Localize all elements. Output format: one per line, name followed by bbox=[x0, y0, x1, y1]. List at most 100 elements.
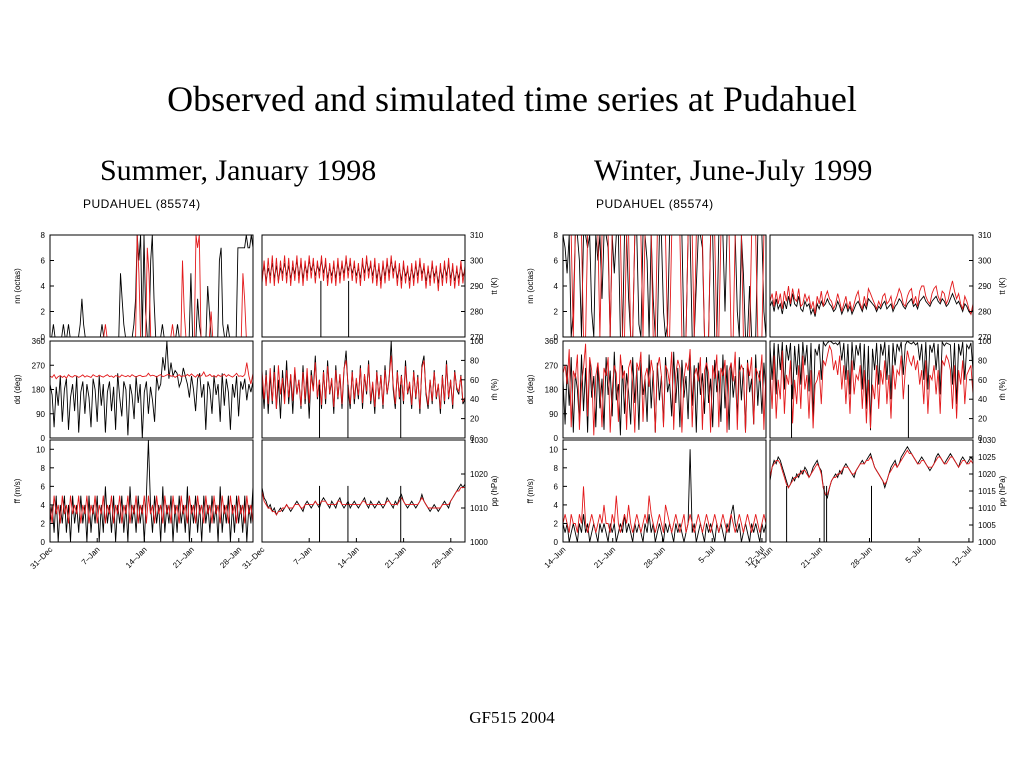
y-tick-label: 300 bbox=[978, 257, 992, 266]
observed-series-line bbox=[770, 292, 973, 317]
y-tick-label: 100 bbox=[978, 337, 992, 346]
y-axis-label: nn (octas) bbox=[13, 268, 22, 304]
x-tick-label: 21–Jan bbox=[383, 545, 408, 570]
x-tick-label: 28–Jun bbox=[642, 545, 667, 570]
panel-winter-rh: 0 20 40 60 80 100 rh (%) bbox=[769, 337, 1007, 443]
y-tick-label: 40 bbox=[470, 395, 479, 404]
y-tick-label: 0 bbox=[41, 333, 46, 342]
y-tick-label: 310 bbox=[470, 231, 484, 240]
y-tick-label: 0 bbox=[554, 538, 559, 547]
simulated-series-line bbox=[262, 355, 465, 409]
y-tick-label: 6 bbox=[554, 482, 559, 491]
y-tick-label: 2 bbox=[41, 519, 46, 528]
panel-frame bbox=[261, 234, 466, 338]
y-tick-label: 2 bbox=[41, 308, 46, 317]
y-tick-label: 1015 bbox=[978, 487, 996, 496]
y-tick-label: 360 bbox=[545, 337, 559, 346]
panel-frame bbox=[49, 439, 254, 543]
summer-station-label: PUDAHUEL (85574) bbox=[83, 197, 201, 211]
y-tick-label: 180 bbox=[32, 386, 46, 395]
panel-summer-nn: 0 2 4 6 8 nn (octas) bbox=[13, 231, 254, 342]
y-tick-label: 180 bbox=[545, 386, 559, 395]
y-tick-label: 6 bbox=[41, 257, 46, 266]
page-title: Observed and simulated time series at Pu… bbox=[167, 79, 857, 119]
y-tick-label: 1020 bbox=[470, 470, 488, 479]
summer-subtitle: Summer, January 1998 bbox=[100, 154, 377, 187]
x-tick-label: 14–Jan bbox=[336, 545, 361, 570]
x-tick-label: 5–Jul bbox=[697, 545, 717, 565]
y-tick-label: 90 bbox=[549, 410, 558, 419]
y-tick-label: 4 bbox=[41, 501, 46, 510]
panel-summer-pp: 1000 1010 1020 1030 pp (hPa) bbox=[261, 436, 499, 547]
x-tick-label: 7–Jan bbox=[292, 545, 314, 567]
observed-series-line bbox=[50, 235, 253, 337]
x-tick-label: 7–Jan bbox=[80, 545, 102, 567]
y-tick-label: 10 bbox=[549, 445, 558, 454]
y-axis-label: dd (deg) bbox=[13, 374, 22, 404]
y-tick-label: 1005 bbox=[978, 521, 996, 530]
panel-frame bbox=[49, 340, 254, 439]
y-tick-label: 1020 bbox=[978, 470, 996, 479]
y-axis-label: dd (deg) bbox=[526, 374, 535, 404]
y-tick-label: 270 bbox=[32, 361, 46, 370]
y-tick-label: 1030 bbox=[470, 436, 488, 445]
y-tick-label: 4 bbox=[554, 501, 559, 510]
x-tick-label: 21–Jun bbox=[799, 545, 824, 570]
y-tick-label: 280 bbox=[470, 308, 484, 317]
y-tick-label: 270 bbox=[978, 333, 992, 342]
y-tick-label: 4 bbox=[554, 282, 559, 291]
y-tick-label: 60 bbox=[978, 376, 987, 385]
panel-winter-dd: 0 90 180 270 360 dd (deg) bbox=[526, 337, 767, 443]
panel-frame bbox=[769, 340, 974, 439]
panel-frame bbox=[562, 439, 767, 543]
simulated-series-line bbox=[262, 487, 465, 516]
simulated-series-line bbox=[770, 449, 973, 495]
winter-station-label: PUDAHUEL (85574) bbox=[596, 197, 714, 211]
panel-winter-ff: 0 2 4 6 8 10 ff (m/s) bbox=[526, 439, 767, 547]
y-tick-label: 1000 bbox=[978, 538, 996, 547]
observed-series-line bbox=[770, 341, 973, 431]
y-tick-label: 280 bbox=[978, 308, 992, 317]
observed-series-line bbox=[563, 235, 766, 337]
y-tick-label: 1010 bbox=[470, 504, 488, 513]
y-axis-label: pp (hPa) bbox=[490, 475, 499, 506]
y-tick-label: 1030 bbox=[978, 436, 996, 445]
panel-summer-dd: 0 90 180 270 360 dd (deg) bbox=[13, 337, 254, 443]
footer-text: GF515 2004 bbox=[469, 708, 555, 727]
y-tick-label: 40 bbox=[978, 395, 987, 404]
y-tick-label: 0 bbox=[554, 333, 559, 342]
x-tick-label: 28–Jan bbox=[430, 545, 455, 570]
observed-series-line bbox=[262, 483, 465, 516]
y-tick-label: 270 bbox=[545, 361, 559, 370]
x-tick-label: 5–Jul bbox=[904, 545, 924, 565]
y-tick-label: 310 bbox=[978, 231, 992, 240]
x-tick-label: 28–Jun bbox=[849, 545, 874, 570]
simulated-series-line bbox=[563, 486, 766, 533]
y-tick-label: 10 bbox=[36, 445, 45, 454]
observed-series-line bbox=[563, 449, 766, 542]
simulated-series-line bbox=[770, 344, 973, 429]
x-tick-label: 28–Jan bbox=[218, 545, 243, 570]
y-axis-label: rh (%) bbox=[998, 378, 1007, 400]
y-tick-label: 1025 bbox=[978, 453, 996, 462]
x-tick-label: 14–Jun bbox=[542, 545, 567, 570]
simulated-series-line bbox=[262, 255, 465, 292]
simulated-series-line bbox=[50, 362, 253, 385]
x-tick-label: 14–Jan bbox=[124, 545, 149, 570]
y-tick-label: 80 bbox=[470, 356, 479, 365]
y-axis-label: tt (K) bbox=[490, 277, 499, 295]
y-tick-label: 0 bbox=[41, 538, 46, 547]
y-tick-label: 80 bbox=[978, 356, 987, 365]
simulated-series-line bbox=[50, 495, 253, 524]
observed-series-line bbox=[50, 341, 253, 438]
x-tick-label: 21–Jan bbox=[171, 545, 196, 570]
y-tick-label: 100 bbox=[470, 337, 484, 346]
panel-summer-ff: 0 2 4 6 8 10 ff (m/s) bbox=[13, 439, 254, 547]
y-tick-label: 4 bbox=[41, 282, 46, 291]
panel-winter-nn: 0 2 4 6 8 nn (octas) bbox=[526, 231, 767, 342]
observed-series-line bbox=[50, 440, 253, 542]
y-axis-label: nn (octas) bbox=[526, 268, 535, 304]
y-axis-label: tt (K) bbox=[998, 277, 1007, 295]
simulated-series-line bbox=[563, 343, 766, 436]
